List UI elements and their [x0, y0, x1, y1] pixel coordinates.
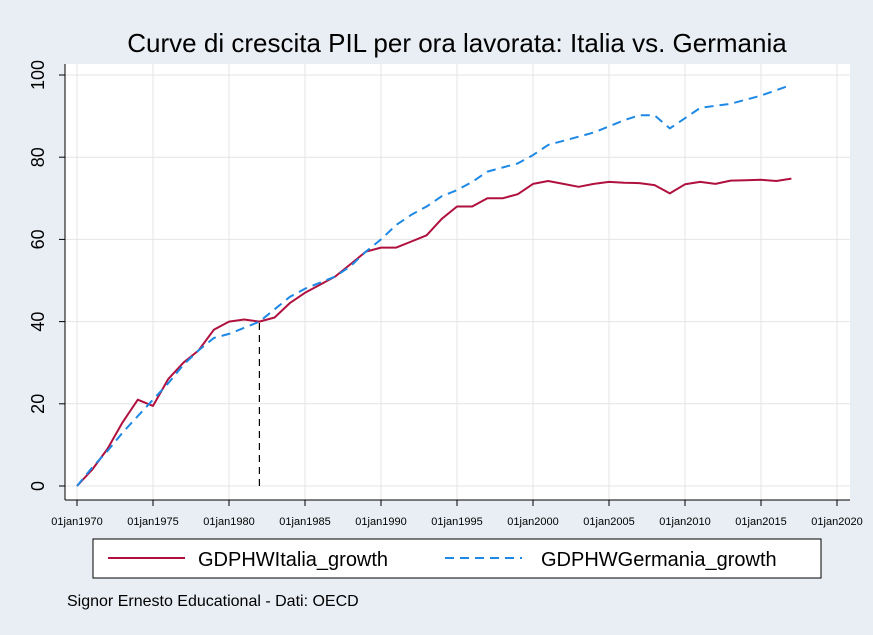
series-line-germania	[76, 83, 792, 487]
y-tick-label: 100	[28, 60, 48, 90]
x-tick-label: 01jan1980	[203, 516, 254, 528]
legend-label-italia: GDPHWItalia_growth	[198, 549, 388, 571]
x-tick-label: 01jan2000	[507, 516, 558, 528]
x-tick-label: 01jan2020	[811, 516, 862, 528]
chart-title: Curve di crescita PIL per ora lavorata: …	[127, 28, 787, 58]
series-group	[76, 83, 792, 487]
x-tick-label: 01jan2010	[659, 516, 710, 528]
x-tick-label: 01jan1970	[51, 516, 102, 528]
y-tick-label: 0	[28, 481, 48, 491]
legend-box	[92, 538, 822, 579]
y-tick-label: 80	[28, 147, 48, 167]
x-tick-label: 01jan1975	[127, 516, 178, 528]
series-line-italia	[76, 177, 792, 487]
x-axis: 01jan1970 01jan1975 01jan1980 01jan1985 01ja…	[51, 499, 863, 528]
y-axis: 0 20 40 60 80 100	[28, 60, 66, 500]
x-tick-label: 01jan2015	[735, 516, 786, 528]
legend: GDPHWItalia_growth GDPHWGermania_growth	[92, 538, 822, 579]
legend-label-germania: GDPHWGermania_growth	[541, 549, 777, 571]
x-tick-label: 01jan1985	[279, 516, 330, 528]
x-tick-label: 01jan1995	[431, 516, 482, 528]
y-tick-label: 20	[28, 394, 48, 414]
source-note: Signor Ernesto Educational - Dati: OECD	[67, 593, 359, 610]
grid-lines	[65, 64, 850, 500]
y-tick-label: 40	[28, 312, 48, 332]
x-tick-label: 01jan2005	[583, 516, 634, 528]
x-tick-label: 01jan1990	[355, 516, 406, 528]
y-tick-label: 60	[28, 229, 48, 249]
